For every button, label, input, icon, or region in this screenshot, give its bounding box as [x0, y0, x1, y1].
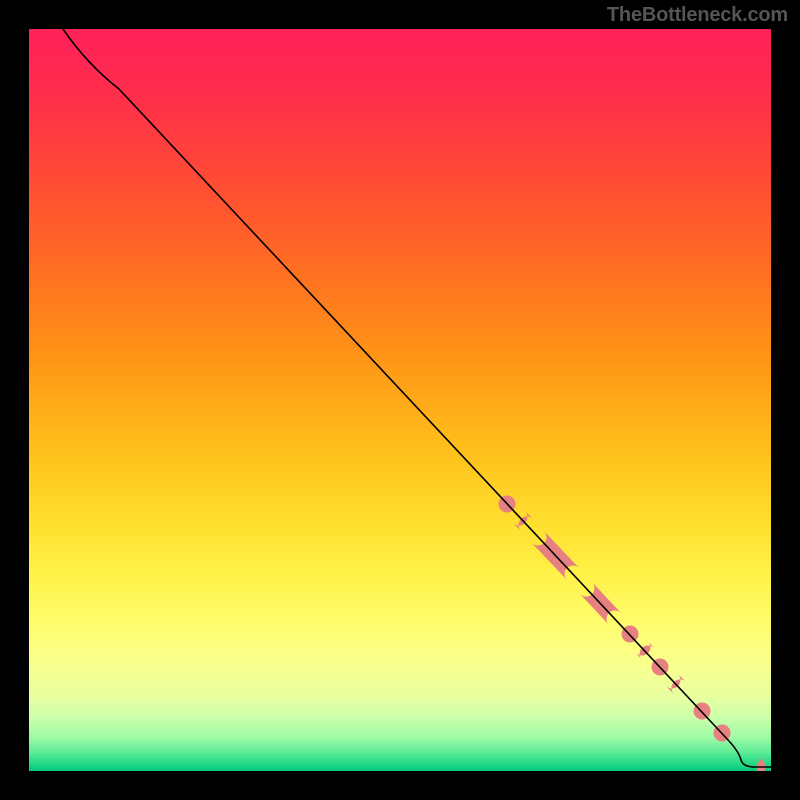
plot-area	[29, 29, 771, 771]
trend-curve	[63, 29, 771, 767]
data-capsule	[757, 759, 766, 772]
canvas-frame: TheBottleneck.com	[0, 0, 800, 800]
chart-overlay-svg	[29, 29, 771, 771]
watermark-text: TheBottleneck.com	[607, 4, 788, 27]
